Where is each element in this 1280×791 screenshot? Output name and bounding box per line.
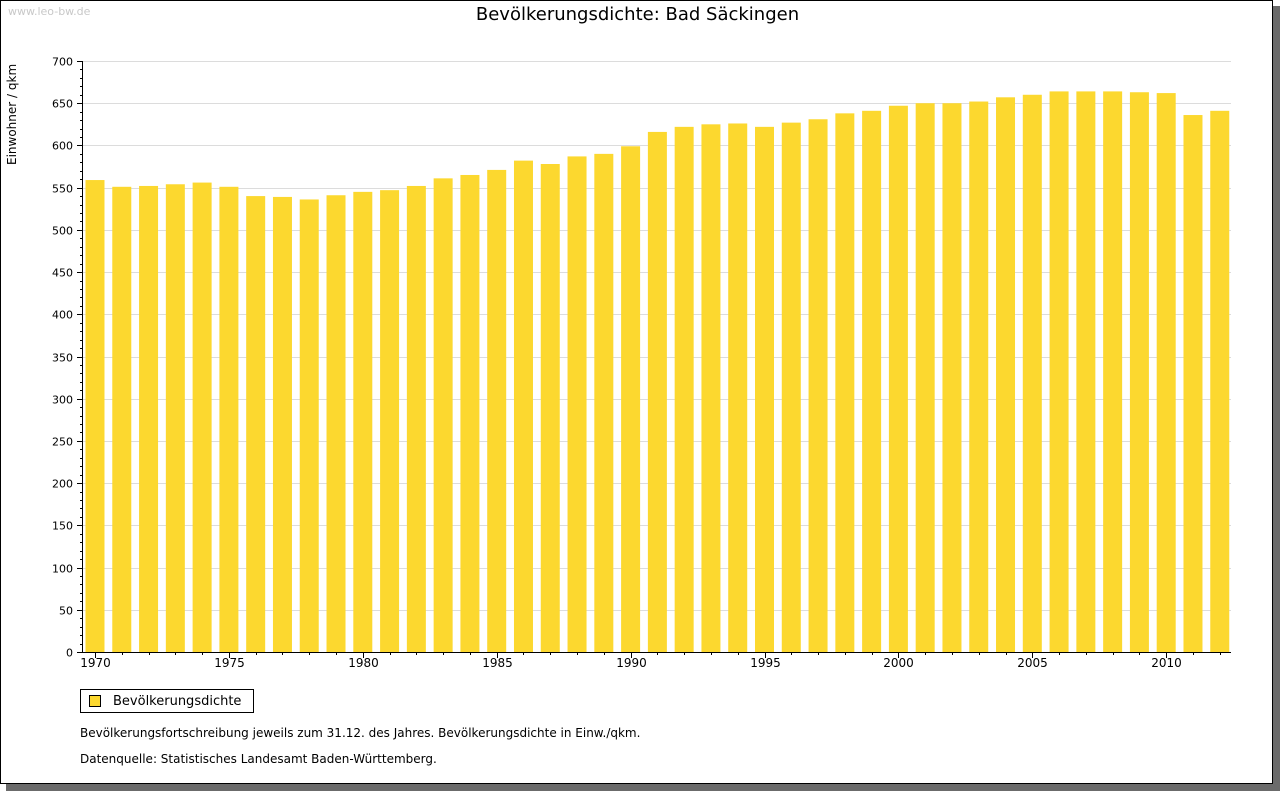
y-tick-label: 50 [59, 605, 73, 618]
bar [246, 196, 266, 653]
bar [112, 186, 132, 652]
frame-shadow-bottom [6, 784, 1280, 791]
footnote-2: Datenquelle: Statistisches Landesamt Bad… [80, 752, 437, 766]
bar [380, 190, 400, 652]
bar [139, 185, 159, 652]
bar [513, 160, 533, 652]
frame-shadow-right [1273, 6, 1280, 791]
bar [1076, 91, 1096, 652]
y-tick-label: 700 [52, 56, 73, 69]
bar [299, 199, 319, 652]
watermark: www.leo-bw.de [8, 5, 91, 18]
bar [85, 180, 105, 652]
y-tick-label: 0 [66, 647, 73, 660]
bar [1129, 92, 1149, 652]
bar [755, 126, 774, 652]
bar [862, 110, 882, 652]
legend: Bevölkerungsdichte [80, 689, 255, 713]
y-tick-label: 150 [52, 520, 73, 533]
legend-swatch [89, 695, 101, 707]
y-tick-label: 650 [52, 98, 73, 111]
bar [674, 126, 694, 652]
x-tick-label: 1995 [750, 656, 781, 670]
x-tick-label: 2010 [1151, 656, 1182, 670]
bar [942, 103, 962, 652]
x-tick-label: 1980 [348, 656, 379, 670]
y-tick-label: 450 [52, 267, 73, 280]
bar [1049, 91, 1069, 652]
bar [915, 103, 935, 652]
bar [647, 131, 667, 653]
chart-title: Bevölkerungsdichte: Bad Säckingen [475, 4, 800, 25]
x-tick-label: 1990 [616, 656, 647, 670]
bar [888, 105, 908, 653]
bar [835, 113, 855, 653]
bar [567, 156, 587, 652]
bar-chart: 0 50 100 150 200 250 300 350 400 450 500 550 600 650 7… [52, 56, 1231, 670]
y-tick-label: 300 [52, 394, 73, 407]
x-tick-label: 1970 [80, 656, 111, 670]
bar [272, 196, 292, 652]
y-tick-label: 500 [52, 225, 73, 238]
bar [406, 185, 426, 652]
bar [701, 124, 721, 653]
bar [165, 184, 185, 652]
y-tick-label: 250 [52, 436, 73, 449]
bar [1183, 115, 1203, 652]
bar [487, 169, 507, 653]
x-tick-label: 1975 [214, 656, 245, 670]
bar [969, 101, 989, 653]
y-tick-label: 350 [52, 352, 73, 365]
bar [326, 195, 346, 652]
footnote-1: Bevölkerungsfortschreibung jeweils zum 3… [80, 726, 641, 740]
bar [1103, 91, 1123, 652]
y-tick-label: 400 [52, 309, 73, 322]
bar [781, 122, 801, 652]
x-tick-label: 1985 [482, 656, 513, 670]
bar [621, 146, 641, 652]
y-tick-label: 550 [52, 183, 73, 196]
bar [219, 186, 239, 652]
bar [594, 153, 614, 652]
y-tick-label: 100 [52, 563, 73, 576]
bar [353, 191, 373, 652]
bar [540, 164, 560, 652]
x-tick-label: 2005 [1017, 656, 1048, 670]
y-tick-label: 600 [52, 140, 73, 153]
bar [728, 123, 748, 652]
legend-label: Bevölkerungsdichte [113, 693, 242, 709]
x-tick-label: 2000 [883, 656, 914, 670]
bar [996, 97, 1016, 653]
bar [1156, 93, 1176, 652]
bar [460, 174, 480, 652]
bar [433, 178, 453, 652]
y-tick-label: 200 [52, 478, 73, 491]
bar [192, 182, 212, 652]
bar [808, 119, 828, 652]
bar [1022, 94, 1042, 653]
bar [1210, 110, 1230, 652]
